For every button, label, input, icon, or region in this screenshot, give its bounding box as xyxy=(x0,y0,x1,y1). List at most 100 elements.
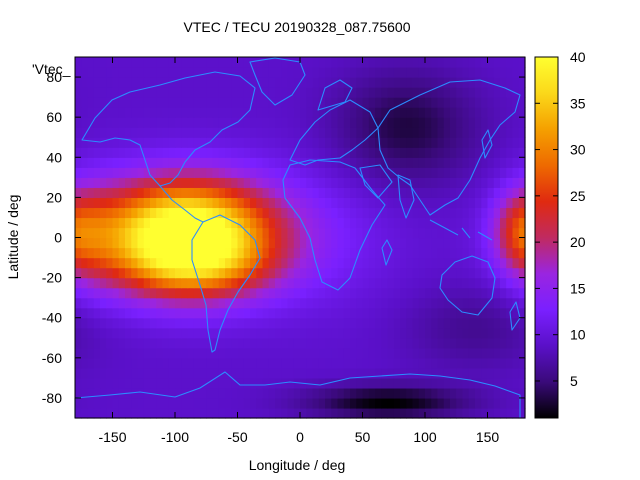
heatmap-cell xyxy=(143,377,151,389)
heatmap-cell xyxy=(506,57,514,68)
heatmap-cell xyxy=(312,387,320,399)
heatmap-cell xyxy=(243,67,251,78)
heatmap-cell xyxy=(281,277,289,289)
heatmap-cell xyxy=(350,127,357,138)
heatmap-cell xyxy=(268,367,276,379)
heatmap-cell xyxy=(81,277,89,289)
heatmap-cell xyxy=(87,297,95,309)
heatmap-cell xyxy=(237,337,245,349)
heatmap-cell xyxy=(75,257,82,269)
heatmap-cell xyxy=(206,257,214,269)
heatmap-cell xyxy=(131,277,139,289)
heatmap-cell xyxy=(256,57,264,68)
heatmap-cell xyxy=(312,407,320,419)
heatmap-cell xyxy=(393,177,401,188)
heatmap-cell xyxy=(206,357,214,369)
heatmap-cell xyxy=(262,77,270,88)
heatmap-cell xyxy=(443,67,451,78)
heatmap-cell xyxy=(231,137,239,148)
heatmap-cell xyxy=(368,197,376,209)
heatmap-cell xyxy=(512,377,520,389)
heatmap-cell xyxy=(187,157,195,168)
heatmap-cell xyxy=(175,177,182,188)
heatmap-cell xyxy=(318,147,326,158)
heatmap-cell xyxy=(75,407,82,419)
heatmap-cell xyxy=(143,227,151,239)
heatmap-cell xyxy=(243,247,251,259)
heatmap-cell xyxy=(175,117,182,128)
heatmap-cell xyxy=(81,197,89,209)
heatmap-cell xyxy=(468,287,476,299)
heatmap-cell xyxy=(237,157,245,168)
heatmap-cell xyxy=(443,327,451,339)
heatmap-cell xyxy=(218,187,226,198)
heatmap-cell xyxy=(512,237,520,249)
heatmap-cell xyxy=(87,357,95,369)
heatmap-cell xyxy=(243,177,251,188)
heatmap-cell xyxy=(131,307,139,319)
heatmap-cell xyxy=(125,397,132,409)
heatmap-cell xyxy=(112,207,120,219)
heatmap-cell xyxy=(500,307,507,319)
heatmap-cell xyxy=(475,167,482,178)
heatmap-cell xyxy=(75,57,82,68)
heatmap-cell xyxy=(150,397,157,409)
heatmap-cell xyxy=(218,87,226,98)
heatmap-cell xyxy=(243,147,251,158)
heatmap-cell xyxy=(312,267,320,279)
heatmap-cell xyxy=(431,377,439,389)
heatmap-cell xyxy=(337,147,345,158)
heatmap-cell xyxy=(256,357,264,369)
legend-label: 'Vtec_ xyxy=(32,61,71,77)
heatmap-cell xyxy=(362,397,370,409)
heatmap-cell xyxy=(212,367,220,379)
heatmap-cell xyxy=(281,157,289,168)
heatmap-cell xyxy=(143,337,151,349)
heatmap-cell xyxy=(231,67,239,78)
heatmap-cell xyxy=(406,217,414,229)
heatmap-cell xyxy=(156,267,164,279)
heatmap-cell xyxy=(487,407,495,419)
heatmap-cell xyxy=(431,97,439,108)
heatmap-cell xyxy=(312,397,320,409)
heatmap-cell xyxy=(125,267,132,279)
heatmap-cell xyxy=(400,187,407,198)
heatmap-cell xyxy=(131,147,139,158)
heatmap-cell xyxy=(481,197,489,209)
heatmap-cell xyxy=(250,357,257,369)
heatmap-cell xyxy=(206,107,214,118)
heatmap-cell xyxy=(212,287,220,299)
heatmap-cell xyxy=(162,117,170,128)
heatmap-cell xyxy=(231,407,239,419)
heatmap-cell xyxy=(331,377,339,389)
heatmap-cell xyxy=(212,77,220,88)
heatmap-cell xyxy=(412,67,420,78)
heatmap-cell xyxy=(175,157,182,168)
heatmap-cell xyxy=(400,127,407,138)
heatmap-cell xyxy=(475,147,482,158)
heatmap-cell xyxy=(125,147,132,158)
heatmap-cell xyxy=(518,347,526,359)
heatmap-cell xyxy=(143,217,151,229)
heatmap-cell xyxy=(381,207,389,219)
heatmap-cell xyxy=(400,397,407,409)
heatmap-cell xyxy=(518,397,526,409)
heatmap-cell xyxy=(431,407,439,419)
heatmap-cell xyxy=(318,97,326,108)
heatmap-cell xyxy=(118,157,126,168)
heatmap-cell xyxy=(250,127,257,138)
heatmap-cell xyxy=(462,387,470,399)
heatmap-cell xyxy=(443,347,451,359)
heatmap-cell xyxy=(443,237,451,249)
heatmap-cell xyxy=(168,157,176,168)
heatmap-cell xyxy=(362,407,370,419)
heatmap-cell xyxy=(481,257,489,269)
heatmap-cell xyxy=(381,287,389,299)
heatmap-cell xyxy=(262,187,270,198)
heatmap-cell xyxy=(393,127,401,138)
heatmap-cell xyxy=(325,327,332,339)
heatmap-cell xyxy=(350,377,357,389)
heatmap-cell xyxy=(256,187,264,198)
heatmap-cell xyxy=(237,97,245,108)
heatmap-cell xyxy=(481,307,489,319)
